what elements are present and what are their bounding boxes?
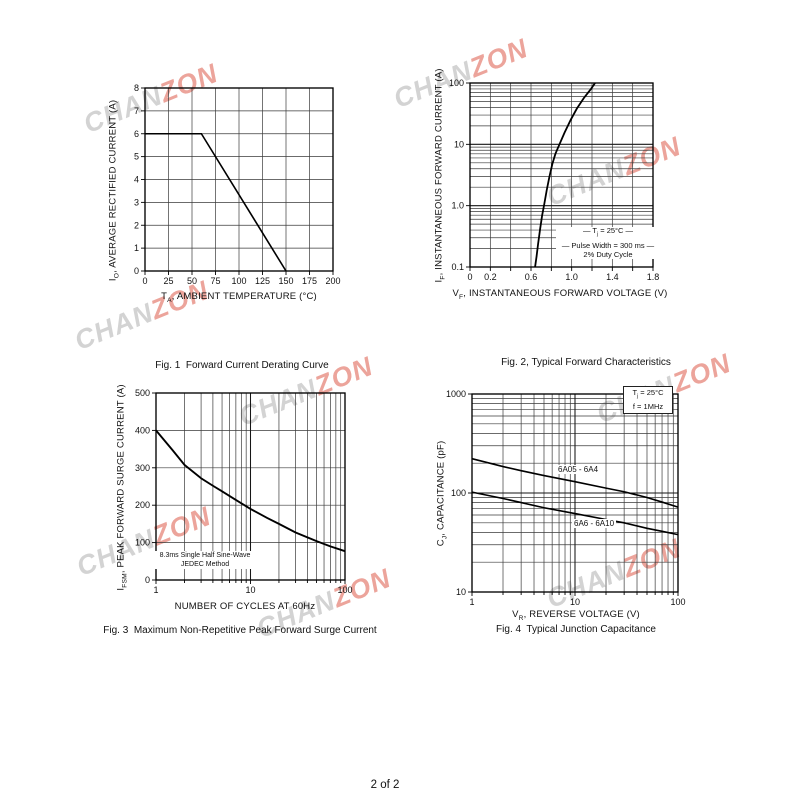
- tick-label: 100: [451, 488, 466, 498]
- tick-label: 2: [134, 220, 139, 230]
- tick-label: 100: [449, 78, 464, 88]
- fig4-condition-freq: f = 1MHz: [632, 402, 664, 411]
- tick-label: 0.2: [484, 272, 497, 282]
- tick-label: 4: [134, 175, 139, 185]
- tick-label: 0: [134, 266, 139, 276]
- fig2-test-conditions: — Tj = 25°C — — Pulse Width = 300 ms — 2…: [556, 226, 660, 259]
- tick-label: 8: [134, 83, 139, 93]
- tick-label: 1.0: [451, 201, 464, 211]
- tick-label: 50: [187, 276, 197, 286]
- curve-6A6-6A10: [471, 491, 679, 536]
- fig3-caption: Fig. 3 Maximum Non-Repetitive Peak Forwa…: [103, 625, 377, 636]
- fig4-series-label-6a6-6a10: 6A6 - 6A10: [572, 519, 617, 528]
- plot-border: [469, 82, 654, 268]
- tick-label: 0: [467, 272, 472, 282]
- fig2-y-axis-label: IF, INSTANTANEOUS FORWARD CURRENT (A): [433, 68, 447, 283]
- fig2-caption: Fig. 2, Typical Forward Characteristics: [501, 357, 671, 368]
- fig4-series-label-6a05-6a4: 6A05 - 6A4: [556, 465, 601, 474]
- fig4-y-axis-label: CJ, CAPACITANCE (pF): [435, 440, 449, 547]
- tick-label: 5: [134, 152, 139, 162]
- tick-label: 6: [134, 129, 139, 139]
- tick-label: 1: [153, 585, 158, 595]
- fig3-plot: 1 10 100 500 400 300 200 100 0: [135, 388, 353, 595]
- fig4-test-conditions: Tj = 25°C f = 1MHz: [623, 386, 673, 414]
- tick-label: 1: [134, 243, 139, 253]
- tick-label: 0.6: [525, 272, 538, 282]
- tick-label: 300: [135, 463, 150, 473]
- fig2-x-axis-label: VF, INSTANTANEOUS FORWARD VOLTAGE (V): [452, 288, 668, 301]
- tick-label: 10: [245, 585, 255, 595]
- tick-label: 125: [255, 276, 270, 286]
- tick-label: 1000: [446, 389, 466, 399]
- page-number: 2 of 2: [370, 779, 400, 791]
- fig3-x-axis-label: NUMBER OF CYCLES AT 60Hz: [174, 601, 316, 612]
- fig3-condition-jedec: JEDEC Method: [180, 561, 230, 568]
- tick-label: 0: [145, 575, 150, 585]
- fig2-condition-duty-cycle: 2% Duty Cycle: [583, 249, 633, 259]
- fig2-condition-pulse-width: — Pulse Width = 300 ms —: [561, 241, 655, 250]
- fig1-caption: Fig. 1 Forward Current Derating Curve: [155, 360, 329, 371]
- tick-label: 100: [231, 276, 246, 286]
- fig4-caption: Fig. 4 Typical Junction Capacitance: [496, 624, 656, 635]
- tick-label: 1: [469, 597, 474, 607]
- curve-surge-current: [155, 429, 346, 553]
- fig4-x-axis-label: VR, REVERSE VOLTAGE (V): [512, 609, 640, 622]
- tick-label: 100: [337, 585, 352, 595]
- tick-label: 1.8: [647, 272, 660, 282]
- tick-label: 200: [325, 276, 340, 286]
- fig3-y-axis-label: IFSM, PEAK FORWARD SURGE CURRENT (A): [115, 384, 129, 591]
- fig2-plot: 0 0.2 0.6 1.0 1.4 1.8 100 10 1.0 0.1: [449, 78, 660, 282]
- tick-label: 75: [210, 276, 220, 286]
- fig4-condition-tj: Tj = 25°C: [632, 388, 664, 400]
- fig1-x-axis-label: TA, AMBIENT TEMPERATURE (°C): [161, 291, 317, 304]
- tick-label: 1.0: [565, 272, 578, 282]
- tick-label: 0.1: [451, 262, 464, 272]
- tick-label: 0: [142, 276, 147, 286]
- tick-label: 200: [135, 500, 150, 510]
- tick-label: 100: [670, 597, 685, 607]
- curve-forward-characteristic: [534, 82, 596, 268]
- tick-label: 7: [134, 106, 139, 116]
- fig1-plot: 0 25 50 75 100 125 150 175 200 8 7 6 5 4 3 2 1 0: [134, 83, 341, 286]
- curve-derating-curve: [145, 132, 287, 272]
- fig3-condition-sine-wave: 8.3ms Single Half Sine-Wave: [159, 552, 251, 559]
- tick-label: 100: [135, 538, 150, 548]
- tick-label: 175: [302, 276, 317, 286]
- tick-label: 500: [135, 388, 150, 398]
- tick-label: 400: [135, 425, 150, 435]
- fig3-test-conditions: 8.3ms Single Half Sine-Wave JEDEC Method: [152, 551, 258, 569]
- tick-label: 150: [278, 276, 293, 286]
- tick-label: 10: [570, 597, 580, 607]
- tick-label: 25: [163, 276, 173, 286]
- tick-label: 1.4: [606, 272, 619, 282]
- tick-label: 3: [134, 197, 139, 207]
- tick-label: 10: [454, 139, 464, 149]
- fig2-condition-tj: — Tj = 25°C —: [582, 226, 634, 238]
- curve-6A05-6A4: [471, 457, 679, 508]
- tick-label: 10: [456, 587, 466, 597]
